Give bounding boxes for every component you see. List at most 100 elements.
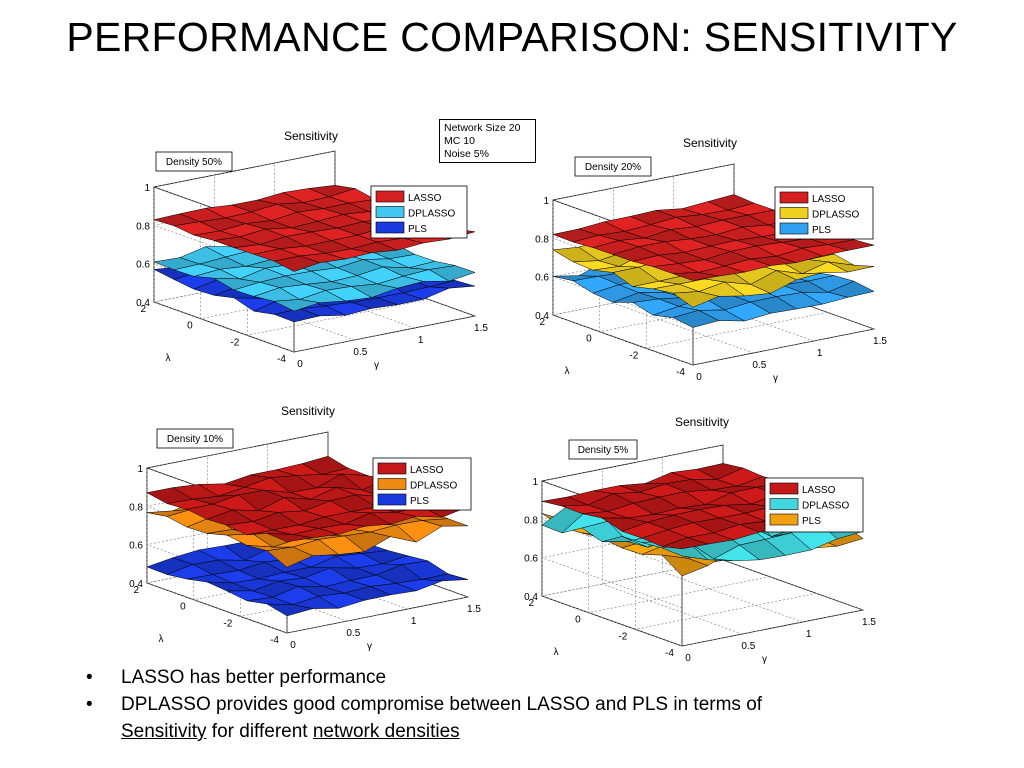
- z-tick-label: 0.6: [129, 541, 143, 552]
- annotation-text: Density 50%: [166, 157, 222, 168]
- surface-cell: [422, 573, 469, 582]
- x-tick-label: 0: [696, 372, 702, 383]
- grid-line: [145, 546, 329, 634]
- y-tick-label: 2: [140, 304, 146, 315]
- z-tick-label: 0.8: [535, 234, 549, 245]
- info-line: Noise 5%: [444, 148, 489, 160]
- legend: LASSO DPLASSO PLS: [372, 457, 472, 511]
- legend-swatch: [377, 493, 407, 506]
- z-tick-label: 0.4: [535, 311, 549, 322]
- x-tick-label: 0: [297, 359, 303, 370]
- annotation-box: [568, 439, 638, 460]
- surface-plot: 0 0.5 1 1.5 -4 -2 0 20.4 0.6 0.8 1 γ λ Sensitivity Den…: [524, 415, 876, 665]
- x-tick-label: 1: [817, 348, 823, 359]
- legend-label: PLS: [410, 496, 429, 507]
- x-axis-label: γ: [773, 373, 778, 384]
- legend-swatch: [769, 482, 799, 495]
- bullet-dot: •: [86, 667, 93, 688]
- surface-plot: 0 0.5 1 1.5 -4 -2 0 20.4 0.6 0.8 1 γ λ Sensitivity Den…: [535, 136, 887, 384]
- grid-line: [540, 483, 724, 570]
- y-axis-label: λ: [565, 366, 570, 377]
- legend-label: LASSO: [812, 194, 846, 205]
- y-tick-label: 0: [187, 321, 193, 332]
- x-tick-label: 0.5: [346, 628, 360, 639]
- x-axis-label: γ: [367, 641, 372, 652]
- legend-swatch: [769, 498, 799, 510]
- legend: LASSO DPLASSO PLS: [370, 185, 468, 239]
- surface-cell: [428, 265, 476, 282]
- z-tick-label: 1: [137, 464, 143, 475]
- legend-swatch: [779, 191, 809, 204]
- bullet-text: for different: [206, 721, 313, 742]
- x-tick-label: 0.5: [353, 347, 367, 358]
- legend-label: DPLASSO: [410, 481, 457, 492]
- y-tick-label: -4: [277, 354, 286, 365]
- bullet-item: • DPLASSO provides good compromise betwe…: [84, 691, 984, 745]
- bullet-text: LASSO has better performance: [121, 667, 387, 688]
- legend-label: DPLASSO: [408, 209, 455, 220]
- surface-plot: 0 0.5 1 1.5 -4 -2 0 20.4 0.6 0.8 1 γ λ Sensitivity Den…: [129, 404, 481, 652]
- slide-title: PERFORMANCE COMPARISON: SENSITIVITY: [66, 14, 958, 60]
- x-tick-label: 1: [418, 335, 424, 346]
- legend-swatch: [779, 207, 809, 219]
- x-tick-label: 0.5: [741, 641, 755, 652]
- y-tick-label: -2: [223, 618, 232, 629]
- y-tick-label: 2: [133, 585, 139, 596]
- z-tick-label: 0.4: [524, 592, 538, 603]
- z-tick-label: 1: [543, 196, 549, 207]
- legend-swatch: [375, 206, 405, 218]
- grid-line: [588, 497, 770, 614]
- annotation-text: Density 5%: [578, 445, 629, 456]
- legend-label: PLS: [812, 225, 831, 236]
- x-tick-label: 1.5: [873, 336, 887, 347]
- y-tick-label: 2: [528, 598, 534, 609]
- z-tick-label: 0.6: [535, 273, 549, 284]
- y-tick-label: -2: [618, 631, 627, 642]
- chart-title: Sensitivity: [675, 415, 729, 429]
- legend-label: DPLASSO: [802, 501, 849, 512]
- legend-label: PLS: [408, 224, 427, 235]
- z-tick-label: 0.4: [136, 298, 150, 309]
- legend-label: LASSO: [802, 485, 836, 496]
- chart-title: Sensitivity: [281, 404, 335, 418]
- network-densities-link[interactable]: network densities: [312, 721, 460, 742]
- surface-plot: 0 0.5 1 1.5 -4 -2 0 20.4 0.6 0.8 1 γ λ Sensitivity Den…: [136, 129, 488, 371]
- legend-swatch: [375, 190, 405, 203]
- chart-title: Sensitivity: [284, 129, 338, 143]
- bullet-text: DPLASSO provides good compromise between…: [121, 694, 763, 715]
- annotation-text: Density 20%: [585, 162, 641, 173]
- x-tick-label: 1: [806, 629, 812, 640]
- legend-label: LASSO: [408, 193, 442, 204]
- x-tick-label: 1.5: [474, 323, 488, 334]
- chart-title: Sensitivity: [683, 136, 737, 150]
- grid-line: [152, 265, 336, 353]
- y-tick-label: -4: [676, 367, 685, 378]
- y-tick-label: -4: [270, 635, 279, 646]
- network-info-box: Network Size 20 MC 10 Noise 5%: [439, 119, 536, 163]
- legend-swatch: [377, 462, 407, 475]
- y-tick-label: -2: [629, 350, 638, 361]
- y-axis-label: λ: [554, 647, 559, 658]
- bullet-dot: •: [86, 694, 93, 715]
- legend: LASSO DPLASSO PLS: [764, 477, 864, 533]
- x-axis-label: γ: [762, 654, 767, 665]
- legend-swatch: [377, 478, 407, 490]
- annotation-text: Density 10%: [167, 434, 223, 445]
- legend-swatch: [779, 222, 809, 235]
- y-tick-label: 0: [586, 334, 592, 345]
- z-tick-label: 0.8: [129, 502, 143, 513]
- y-axis-label: λ: [166, 353, 171, 364]
- z-tick-label: 0.4: [129, 579, 143, 590]
- y-tick-label: 0: [180, 602, 186, 613]
- z-tick-label: 0.6: [136, 260, 150, 271]
- y-tick-label: 2: [539, 317, 545, 328]
- series-lasso-surface: [552, 194, 875, 281]
- legend-label: DPLASSO: [812, 210, 859, 221]
- grid-line: [540, 521, 724, 608]
- x-axis-label: γ: [374, 360, 379, 371]
- info-line: MC 10: [444, 135, 475, 147]
- z-tick-label: 0.8: [136, 221, 150, 232]
- info-line: Network Size 20: [444, 122, 521, 134]
- legend-label: LASSO: [410, 465, 444, 476]
- sensitivity-link[interactable]: Sensitivity: [121, 721, 207, 742]
